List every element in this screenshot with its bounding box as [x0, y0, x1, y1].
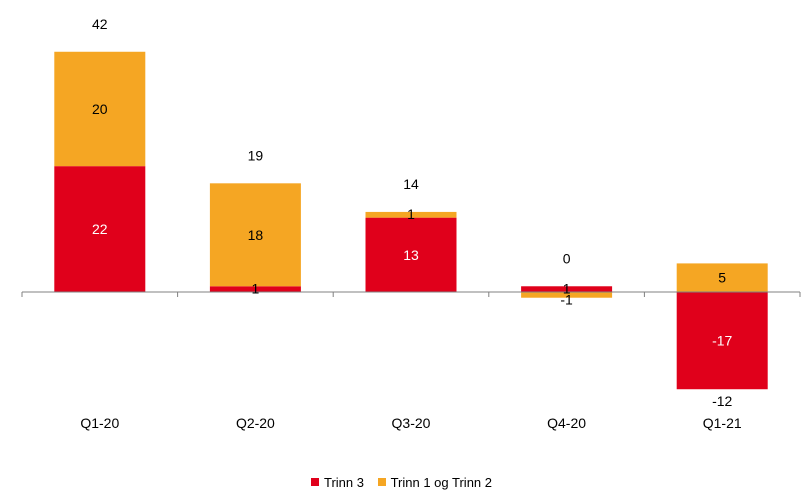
segment-label: -1 [560, 292, 573, 308]
legend-item-trinn-3: Trinn 3 [310, 474, 364, 490]
bar-segment-trinn-1-og-trinn-2 [365, 211, 457, 218]
segment-label: 1 [563, 280, 571, 296]
legend-label-trinn-1-og-trinn-2: Trinn 1 og Trinn 2 [390, 474, 492, 490]
total-label: 19 [248, 147, 264, 163]
legend-swatch-trinn-1-og-trinn-2 [377, 478, 386, 486]
category-label: Q2-20 [236, 415, 275, 431]
segment-label: 22 [92, 221, 108, 237]
bar-segment-trinn-3 [676, 292, 768, 390]
bar-segment-trinn-3 [521, 286, 613, 292]
bar-segment-trinn-1-og-trinn-2 [676, 263, 768, 292]
category-label: Q1-20 [80, 415, 119, 431]
legend-label-trinn-3: Trinn 3 [323, 474, 364, 490]
legend-swatch-trinn-3 [310, 478, 319, 486]
axis-ticks [21, 292, 801, 297]
total-label: 14 [403, 176, 419, 192]
bar-segment-trinn-1-og-trinn-2 [54, 51, 146, 167]
bar-segment-trinn-3 [365, 217, 457, 292]
bar-segment-trinn-1-og-trinn-2 [521, 292, 613, 298]
bar-segment-trinn-3 [209, 286, 301, 292]
stacked-bar-chart: 222042Q1-2011819Q2-2013114Q3-201-10Q4-20… [21, 16, 801, 431]
segment-label: 1 [252, 280, 260, 296]
segment-label: 13 [403, 247, 419, 263]
category-label: Q1-21 [703, 415, 742, 431]
bar-segment-trinn-3 [54, 166, 146, 292]
total-label: -12 [712, 393, 732, 409]
segment-label: 18 [248, 227, 264, 243]
category-label: Q4-20 [547, 415, 586, 431]
segment-label: 1 [407, 206, 415, 222]
segment-label: -17 [712, 333, 732, 349]
segment-label: 20 [92, 101, 108, 117]
category-label: Q3-20 [392, 415, 431, 431]
legend: Trinn 3 Trinn 1 og Trinn 2 [0, 474, 803, 490]
bar-segment-trinn-1-og-trinn-2 [209, 183, 301, 287]
legend-item-trinn-1-og-trinn-2: Trinn 1 og Trinn 2 [377, 474, 492, 490]
segment-label: 5 [718, 270, 726, 286]
labels-layer: 222042Q1-2011819Q2-2013114Q3-201-10Q4-20… [80, 16, 742, 431]
total-label: 42 [92, 16, 108, 32]
bars-layer [54, 51, 768, 390]
total-label: 0 [563, 250, 571, 266]
